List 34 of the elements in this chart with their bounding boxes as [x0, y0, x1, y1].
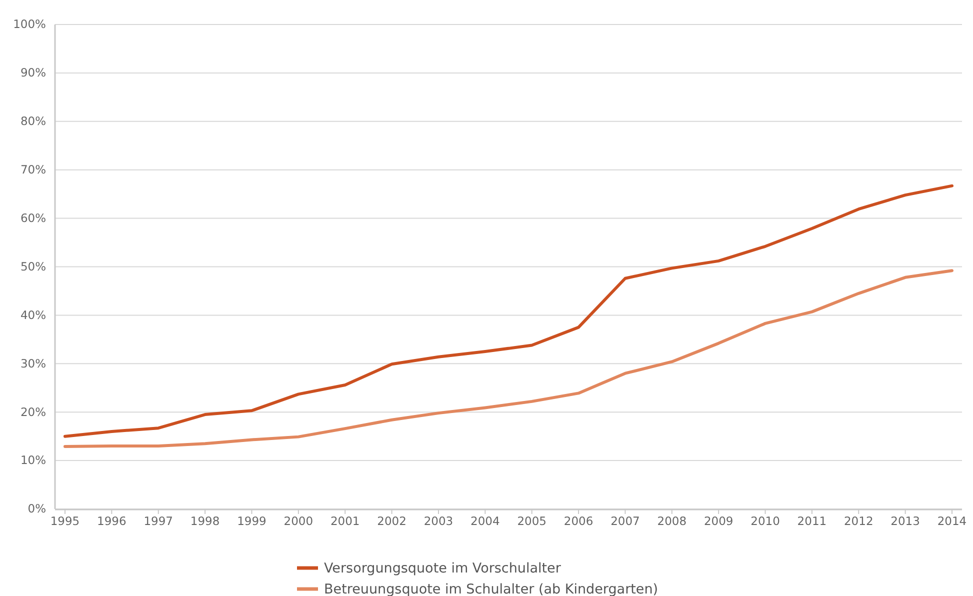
y-tick-label: 100% [13, 17, 46, 32]
x-tick-label: 2002 [377, 514, 406, 528]
x-tick-label: 2000 [284, 514, 314, 528]
y-tick-label: 10% [20, 453, 46, 468]
y-tick-label: 70% [20, 162, 46, 177]
x-tick-label: 1995 [50, 514, 80, 528]
y-tick-label: 30% [20, 356, 46, 370]
x-tick-label: 1996 [97, 514, 126, 528]
y-tick-label: 40% [20, 308, 46, 322]
x-tick-label: 2008 [657, 514, 687, 528]
x-tick-label: 2006 [564, 514, 594, 528]
y-tick-label: 50% [20, 259, 46, 274]
x-tick-label: 2001 [330, 514, 360, 528]
x-tick-label: 2012 [844, 514, 874, 528]
x-tick-label: 2011 [797, 514, 827, 528]
x-tick-label: 2007 [610, 514, 640, 528]
line-series [64, 184, 954, 438]
x-tick-label: 2003 [424, 514, 454, 528]
y-tick-label: 80% [20, 114, 46, 128]
x-tick-label: 1998 [190, 514, 220, 528]
x-tick-label: 2005 [517, 514, 546, 528]
y-tick-label: 90% [20, 66, 46, 80]
x-tick-label: 2014 [937, 514, 967, 528]
x-tick-label: 2004 [470, 514, 500, 528]
x-tick-label: 2009 [704, 514, 734, 528]
y-tick-label: 20% [20, 404, 46, 419]
line-series [64, 269, 954, 448]
x-tick-label: 2013 [890, 514, 920, 528]
legend-label: Versorgungsquote im Vorschulalter [324, 560, 562, 577]
y-tick-label: 0% [28, 502, 46, 516]
x-tick-label: 2010 [750, 514, 780, 528]
x-tick-label: 1999 [237, 514, 266, 528]
x-tick-label: 1997 [144, 514, 174, 528]
y-tick-label: 60% [20, 210, 46, 225]
